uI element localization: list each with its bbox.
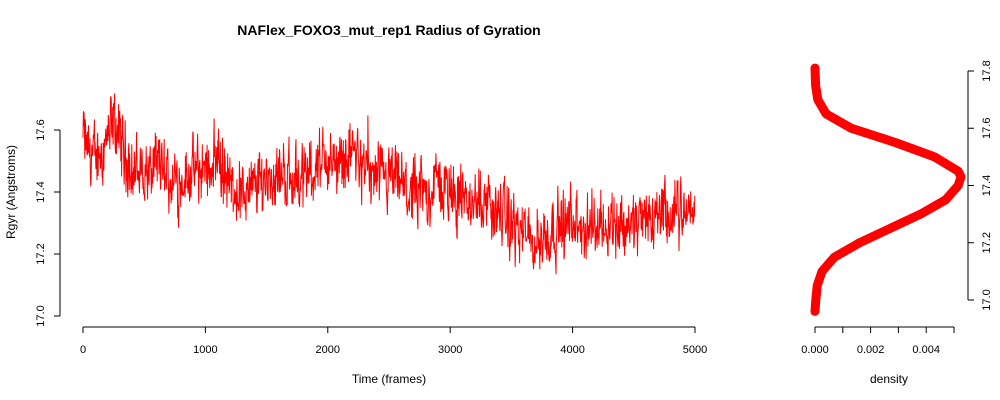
density-y-tick-label: 17.4 <box>981 175 993 196</box>
density-x-tick-label: 0.002 <box>857 344 885 356</box>
density-y-tick-label: 17.0 <box>981 289 993 310</box>
rgyr-series-line <box>82 93 696 275</box>
chart-marks: 0 1000 2000 3000 4000 5000 17.0 17.2 17.4 17.6 0.0… <box>35 60 993 356</box>
y-tick-label: 17.2 <box>35 243 47 264</box>
x-axis-label: Time (frames) <box>352 372 426 386</box>
y-tick-label: 17.6 <box>35 119 47 140</box>
density-y-tick-label: 17.6 <box>981 118 993 139</box>
chart-title: NAFlex_FOXO3_mut_rep1 Radius of Gyration <box>237 22 540 38</box>
density-y-tick-label: 17.2 <box>981 232 993 253</box>
density-x-axis-label: density <box>870 372 908 386</box>
y-axis-label: Rgyr (Angstroms) <box>4 145 18 239</box>
x-tick-label: 3000 <box>438 344 462 356</box>
x-tick-label: 5000 <box>683 344 707 356</box>
y-tick-label: 17.0 <box>35 305 47 326</box>
density-x-tick-label: 0.004 <box>912 344 940 356</box>
density-y-tick-label: 17.8 <box>981 60 993 81</box>
x-tick-label: 0 <box>80 344 86 356</box>
x-tick-label: 4000 <box>560 344 584 356</box>
x-tick-label: 2000 <box>316 344 340 356</box>
y-tick-label: 17.4 <box>35 181 47 202</box>
x-tick-label: 1000 <box>193 344 217 356</box>
density-x-tick-label: 0.000 <box>801 344 829 356</box>
density-curve <box>810 63 966 316</box>
